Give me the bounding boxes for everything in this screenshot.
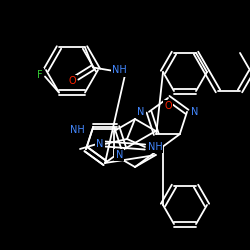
Text: F: F [37,70,43,80]
Text: N: N [191,107,199,117]
Text: N: N [116,150,123,160]
Text: N: N [96,139,104,149]
Text: N: N [137,107,145,117]
Text: NH: NH [112,66,126,76]
Text: NH: NH [148,142,162,152]
Text: O: O [164,101,172,111]
Text: O: O [68,76,76,86]
Text: NH: NH [70,125,85,135]
